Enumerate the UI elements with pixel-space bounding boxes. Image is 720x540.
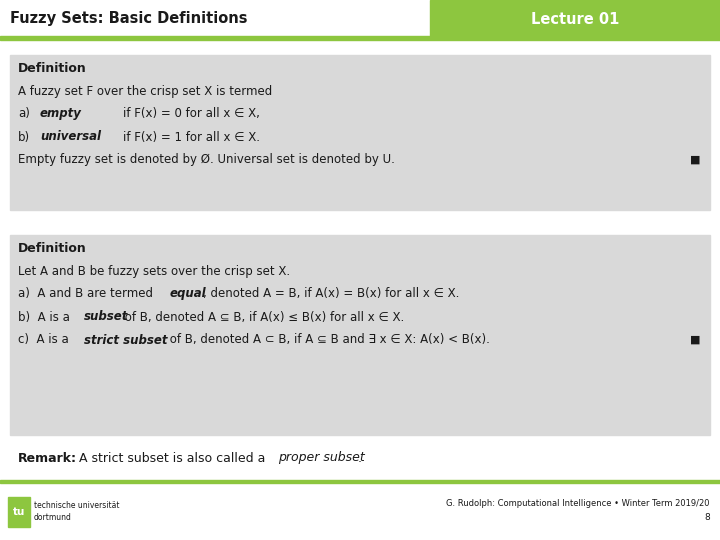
Text: technische universität: technische universität [34,501,120,510]
Bar [430,0,720,38]
Text: universal: universal [40,131,101,144]
Text: Let A and B be fuzzy sets over the crisp set X.: Let A and B be fuzzy sets over the crisp… [18,265,290,278]
Text: .: . [358,451,362,464]
Bar [0,36,720,40]
Text: Remark:: Remark: [18,451,77,464]
Text: Fuzzy Sets: Basic Definitions: Fuzzy Sets: Basic Definitions [10,11,248,26]
Text: strict subset: strict subset [84,334,168,347]
Text: , denoted A = B, if A(x) = B(x) for all x ∈ X.: , denoted A = B, if A(x) = B(x) for all … [203,287,459,300]
Text: A strict subset is also called a: A strict subset is also called a [75,451,269,464]
Bar [0,480,720,483]
Text: equal: equal [170,287,207,300]
Text: if F(x) = 0 for all x ∈ X,: if F(x) = 0 for all x ∈ X, [123,107,260,120]
Bar [10,235,710,435]
Text: G. Rudolph: Computational Intelligence • Winter Term 2019/20: G. Rudolph: Computational Intelligence •… [446,498,710,508]
Bar [8,497,30,527]
Text: Definition: Definition [18,241,86,254]
Bar [10,55,710,210]
Text: a)  A and B are termed: a) A and B are termed [18,287,157,300]
Text: of B, denoted A ⊂ B, if A ⊆ B and ∃ x ∈ X: A(x) < B(x).: of B, denoted A ⊂ B, if A ⊆ B and ∃ x ∈ … [166,334,490,347]
Text: proper subset: proper subset [278,451,365,464]
Text: ■: ■ [690,335,700,345]
Text: b): b) [18,131,30,144]
Text: A fuzzy set F over the crisp set X is termed: A fuzzy set F over the crisp set X is te… [18,84,272,98]
Text: dortmund: dortmund [34,514,72,523]
Text: Lecture 01: Lecture 01 [531,11,619,26]
Text: b)  A is a: b) A is a [18,310,73,323]
Text: Empty fuzzy set is denoted by Ø. Universal set is denoted by U.: Empty fuzzy set is denoted by Ø. Univers… [18,153,395,166]
Text: if F(x) = 1 for all x ∈ X.: if F(x) = 1 for all x ∈ X. [123,131,260,144]
Bar [0,0,720,38]
Text: a): a) [18,107,30,120]
Text: 8: 8 [704,512,710,522]
Text: ■: ■ [690,155,700,165]
Text: Definition: Definition [18,62,86,75]
Text: tu: tu [13,507,25,517]
Text: c)  A is a: c) A is a [18,334,73,347]
Text: empty: empty [40,107,82,120]
Text: of B, denoted A ⊆ B, if A(x) ≤ B(x) for all x ∈ X.: of B, denoted A ⊆ B, if A(x) ≤ B(x) for … [121,310,404,323]
Text: subset: subset [84,310,128,323]
